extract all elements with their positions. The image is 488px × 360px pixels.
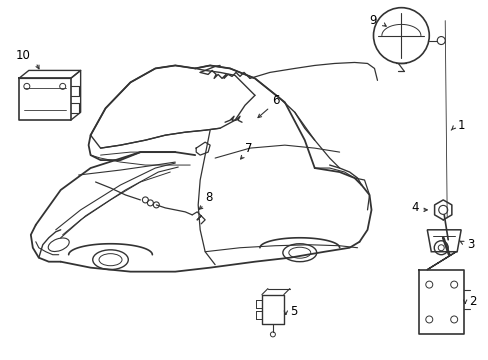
Text: 2: 2 [468,295,476,308]
Text: 4: 4 [411,201,419,215]
Text: 5: 5 [289,305,297,318]
Text: 1: 1 [456,119,464,132]
Text: 10: 10 [16,49,31,62]
Text: 6: 6 [271,94,279,107]
Text: 9: 9 [369,14,376,27]
Text: 8: 8 [205,192,212,204]
Text: 3: 3 [466,238,473,251]
Text: 7: 7 [244,141,252,155]
